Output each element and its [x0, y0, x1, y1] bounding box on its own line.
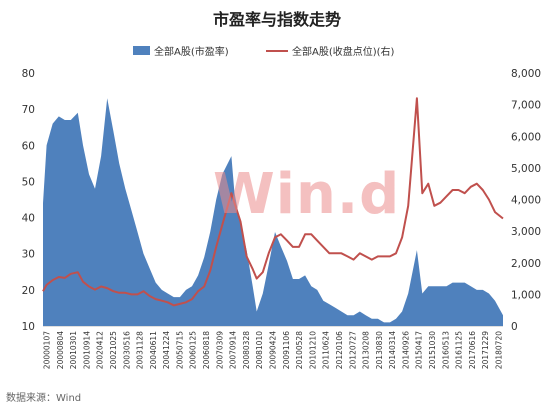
x-axis-tick-label: 20120106	[335, 331, 344, 369]
x-axis-tick-label: 20160513	[441, 331, 450, 369]
left-axis-tick-label: 80	[22, 68, 35, 80]
right-axis-tick-label: 1,000	[511, 289, 541, 301]
right-axis-tick-label: 3,000	[511, 226, 541, 238]
left-axis-tick-label: 50	[22, 176, 35, 188]
right-axis-tick-label: 4,000	[511, 195, 541, 207]
x-axis-tick-label: 20180720	[495, 331, 504, 369]
right-axis-tick-label: 5,000	[511, 163, 541, 175]
x-axis-tick-label: 20130208	[362, 331, 371, 369]
index-line-series	[42, 97, 504, 307]
x-axis-tick-label: 20151030	[428, 331, 437, 369]
x-axis-tick-label: 20000804	[56, 331, 65, 369]
x-axis-tick-label: 20031128	[136, 331, 145, 369]
x-axis-tick-label: 20100528	[295, 331, 304, 369]
x-axis-tick-label: 20110624	[322, 331, 331, 369]
chart-legend: 全部A股(市盈率) 全部A股(收盘点位)(右)	[0, 43, 554, 58]
x-axis-tick-label: 20021025	[109, 331, 118, 369]
right-axis-tick-label: 0	[511, 321, 518, 333]
x-axis-tick-label: 20150417	[415, 331, 424, 369]
x-axis-tick-label: 20030516	[122, 331, 131, 369]
x-axis-tick-label: 20010301	[69, 331, 78, 369]
right-axis-tick-label: 2,000	[511, 258, 541, 270]
x-axis-tick-label: 20080328	[242, 331, 251, 369]
x-axis-tick-label: 20171229	[481, 331, 490, 369]
data-source-note: 数据来源：Wind	[6, 393, 82, 404]
x-axis-tick-label: 20161125	[455, 331, 464, 369]
right-axis-tick-label: 6,000	[511, 131, 541, 143]
right-axis-tick-label: 8,000	[511, 68, 541, 80]
x-axis-tick-label: 20130830	[375, 331, 384, 369]
x-axis-tick-label: 20170616	[468, 331, 477, 369]
legend-label-index: 全部A股(收盘点位)(右)	[292, 47, 395, 58]
x-axis-tick-label: 20020412	[96, 331, 105, 369]
left-axis-tick-label: 20	[22, 285, 35, 297]
left-axis-tick-label: 70	[22, 104, 35, 116]
x-axis-tick-label: 20070914	[229, 331, 238, 369]
x-axis-tick-label: 20060818	[202, 331, 211, 369]
x-axis-tick-label: 20140926	[401, 331, 410, 369]
x-axis-tick-label: 20050715	[175, 331, 184, 369]
legend-item-index: 全部A股(收盘点位)(右)	[266, 43, 394, 58]
pe-area-series	[43, 98, 503, 326]
x-axis-tick-label: 20000107	[43, 331, 52, 369]
chart-title: 市盈率与指数走势	[212, 10, 341, 29]
legend-swatch-line	[266, 49, 288, 52]
x-axis-tick-label: 20060125	[189, 331, 198, 369]
legend-label-pe: 全部A股(市盈率)	[154, 47, 229, 58]
left-axis-tick-label: 10	[22, 321, 35, 333]
left-axis-tick-label: 60	[22, 140, 35, 152]
x-axis-tick-label: 20081010	[255, 331, 264, 369]
x-axis-tick-label: 20070309	[215, 331, 224, 369]
x-axis-tick-label: 20101210	[308, 331, 317, 369]
right-axis-tick-label: 7,000	[511, 100, 541, 112]
left-axis-tick-label: 40	[22, 213, 35, 225]
x-axis-tick-label: 20091106	[282, 331, 291, 369]
x-axis-tick-label: 20041224	[162, 331, 171, 369]
wind-watermark: Win.d	[213, 162, 401, 227]
left-axis-tick-label: 30	[22, 249, 35, 261]
legend-item-pe: 全部A股(市盈率)	[133, 43, 229, 58]
x-axis-tick-label: 20010914	[82, 331, 91, 369]
x-axis-tick-label: 20120727	[348, 331, 357, 369]
legend-swatch-area	[133, 46, 150, 55]
x-axis-tick-label: 20040611	[149, 331, 158, 369]
x-axis-tick-label: 20140314	[388, 331, 397, 369]
x-axis-tick-label: 20090424	[269, 331, 278, 369]
